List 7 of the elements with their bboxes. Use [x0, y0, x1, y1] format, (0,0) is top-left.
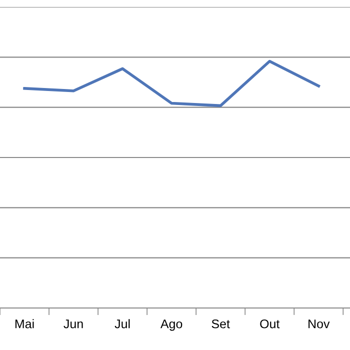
x-tick-label: Jul	[114, 319, 130, 328]
x-tick-label: Mai	[15, 319, 34, 328]
x-tick-label: Jun	[64, 320, 83, 328]
x-tick-label: Nov	[308, 320, 330, 328]
x-tick-label: Set	[212, 319, 230, 328]
x-tick-label: Out	[260, 319, 280, 328]
x-tick-label: Ago	[160, 320, 182, 331]
